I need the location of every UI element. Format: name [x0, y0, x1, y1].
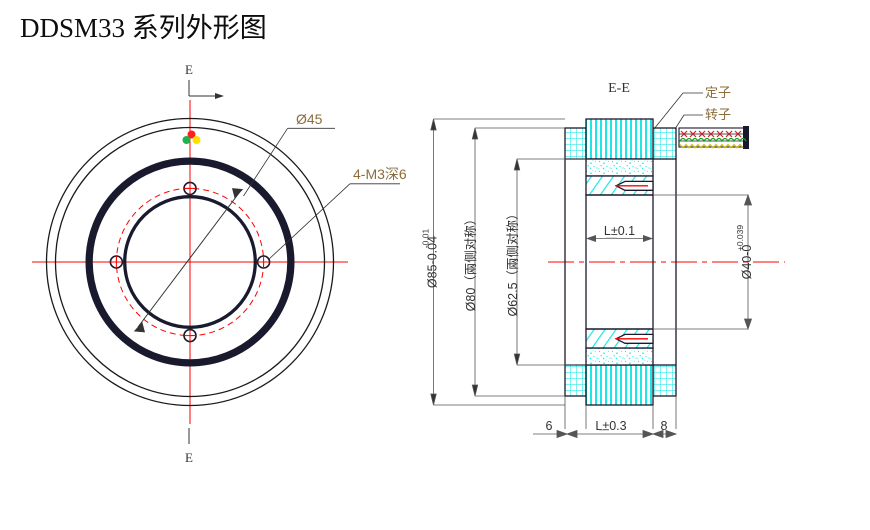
- svg-text:6: 6: [546, 419, 553, 433]
- svg-text:E: E: [185, 450, 193, 465]
- svg-text:Ø62.5（兩侧对称）: Ø62.5（兩侧对称）: [506, 207, 520, 316]
- svg-text:4-M3深6: 4-M3深6: [353, 166, 407, 182]
- svg-text:定子: 定子: [705, 85, 731, 100]
- svg-text:Ø80（兩侧对称）: Ø80（兩侧对称）: [464, 213, 478, 312]
- svg-text:L±0.3: L±0.3: [595, 419, 626, 433]
- svg-text:E-E: E-E: [608, 81, 630, 96]
- svg-text:-0.01: -0.01: [421, 229, 431, 249]
- svg-text:+0.039: +0.039: [735, 225, 745, 252]
- svg-text:8: 8: [661, 419, 668, 433]
- svg-text:Ø45: Ø45: [296, 111, 323, 127]
- svg-text:E: E: [185, 62, 193, 77]
- svg-text:转子: 转子: [705, 107, 731, 122]
- svg-text:L±0.1: L±0.1: [604, 224, 635, 238]
